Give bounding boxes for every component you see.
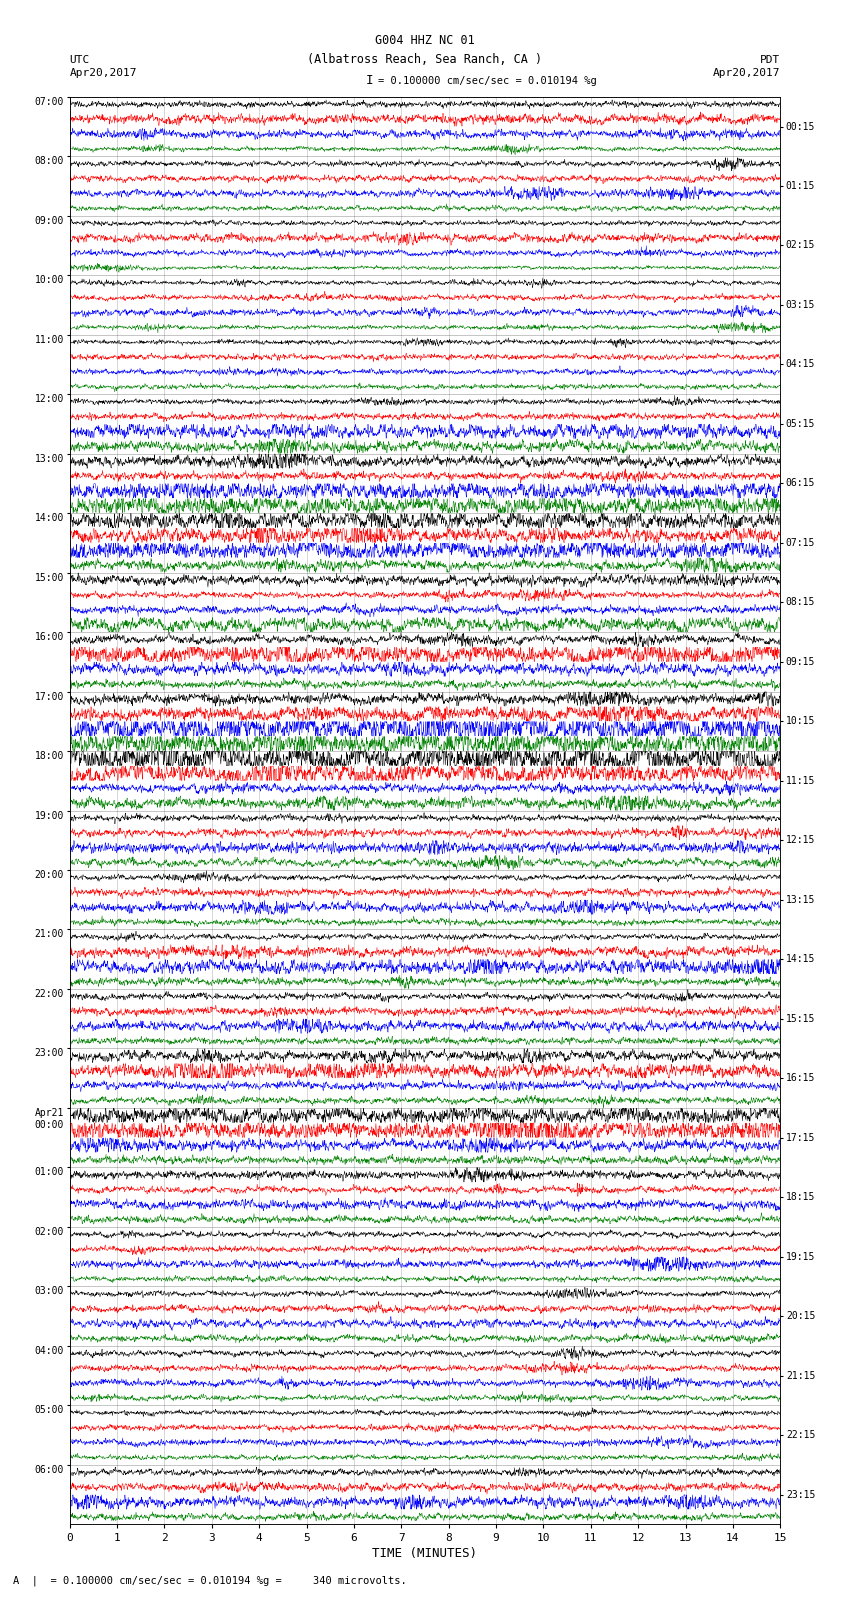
Text: Apr20,2017: Apr20,2017 (713, 68, 780, 77)
Text: Apr20,2017: Apr20,2017 (70, 68, 137, 77)
Text: = 0.100000 cm/sec/sec = 0.010194 %g: = 0.100000 cm/sec/sec = 0.010194 %g (378, 76, 597, 85)
Text: G004 HHZ NC 01: G004 HHZ NC 01 (375, 34, 475, 47)
X-axis label: TIME (MINUTES): TIME (MINUTES) (372, 1547, 478, 1560)
Text: I: I (366, 74, 373, 87)
Text: A  |  = 0.100000 cm/sec/sec = 0.010194 %g =     340 microvolts.: A | = 0.100000 cm/sec/sec = 0.010194 %g … (13, 1576, 406, 1586)
Text: UTC: UTC (70, 55, 90, 65)
Text: PDT: PDT (760, 55, 780, 65)
Text: (Albatross Reach, Sea Ranch, CA ): (Albatross Reach, Sea Ranch, CA ) (308, 53, 542, 66)
